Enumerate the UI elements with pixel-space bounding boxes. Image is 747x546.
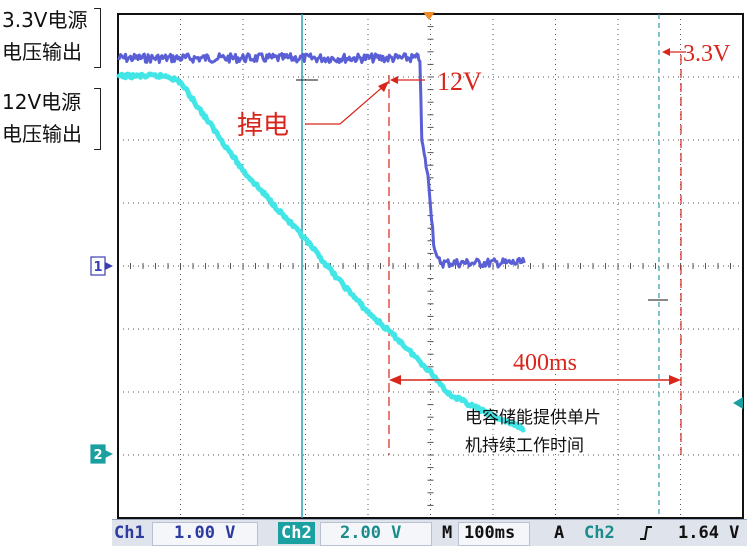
v12-arrowhead <box>390 76 398 84</box>
trigger-level: 1.64 V <box>678 523 740 543</box>
trigger-position-icon[interactable] <box>423 12 435 20</box>
ch1-marker-label: 1 <box>93 260 102 275</box>
ch2-scale: 2.00 V <box>340 523 402 543</box>
timebase-label: M <box>442 523 453 543</box>
ch2-title-line2: 电压输出 <box>2 122 82 146</box>
v33-label: 3.3V <box>683 41 731 67</box>
ch2-ground-marker[interactable]: 2 <box>90 444 113 464</box>
duration-arrowhead-left <box>389 375 401 385</box>
trigger-source[interactable]: Ch2 <box>584 523 615 543</box>
duration-label: 400ms <box>513 350 577 376</box>
scope-status-bar: Ch1 1.00 V Ch2 2.00 V M 100ms A Ch2 1.64… <box>112 519 747 546</box>
ch2-title-bracket <box>94 88 101 150</box>
power-off-label: 掉电 <box>237 111 289 141</box>
timebase-scale: 100ms <box>464 523 516 543</box>
ch1-ground-marker[interactable]: 1 <box>90 256 113 276</box>
note-line-2: 机持续工作时间 <box>465 436 584 456</box>
trigger-mode: A <box>554 523 565 543</box>
ch1-title-bracket <box>94 8 101 68</box>
v33-arrowhead <box>662 48 670 56</box>
ch1-title-line2: 电压输出 <box>2 40 82 64</box>
v12-label: 12V <box>437 67 482 96</box>
power-off-arrowhead <box>378 81 389 92</box>
trace-ch2 <box>116 71 526 433</box>
traces <box>116 52 668 433</box>
trigger-level-icon[interactable] <box>733 397 743 409</box>
duration-arrowhead-right <box>669 375 681 385</box>
ch2-title-line1: 12V电源 <box>2 90 82 114</box>
ch2-marker-label: 2 <box>93 448 102 463</box>
ch1-title-line1: 3.3V电源 <box>2 8 88 32</box>
note-line-1: 电容储能提供单片 <box>465 408 601 428</box>
rising-edge-icon <box>640 526 652 540</box>
ch1-scale: 1.00 V <box>174 523 236 543</box>
power-off-arrow <box>339 84 386 125</box>
trace-ch1 <box>117 52 526 269</box>
ch1-label[interactable]: Ch1 <box>114 523 145 543</box>
ch2-scale-box[interactable] <box>320 522 432 546</box>
ch2-label[interactable]: Ch2 <box>278 522 315 544</box>
